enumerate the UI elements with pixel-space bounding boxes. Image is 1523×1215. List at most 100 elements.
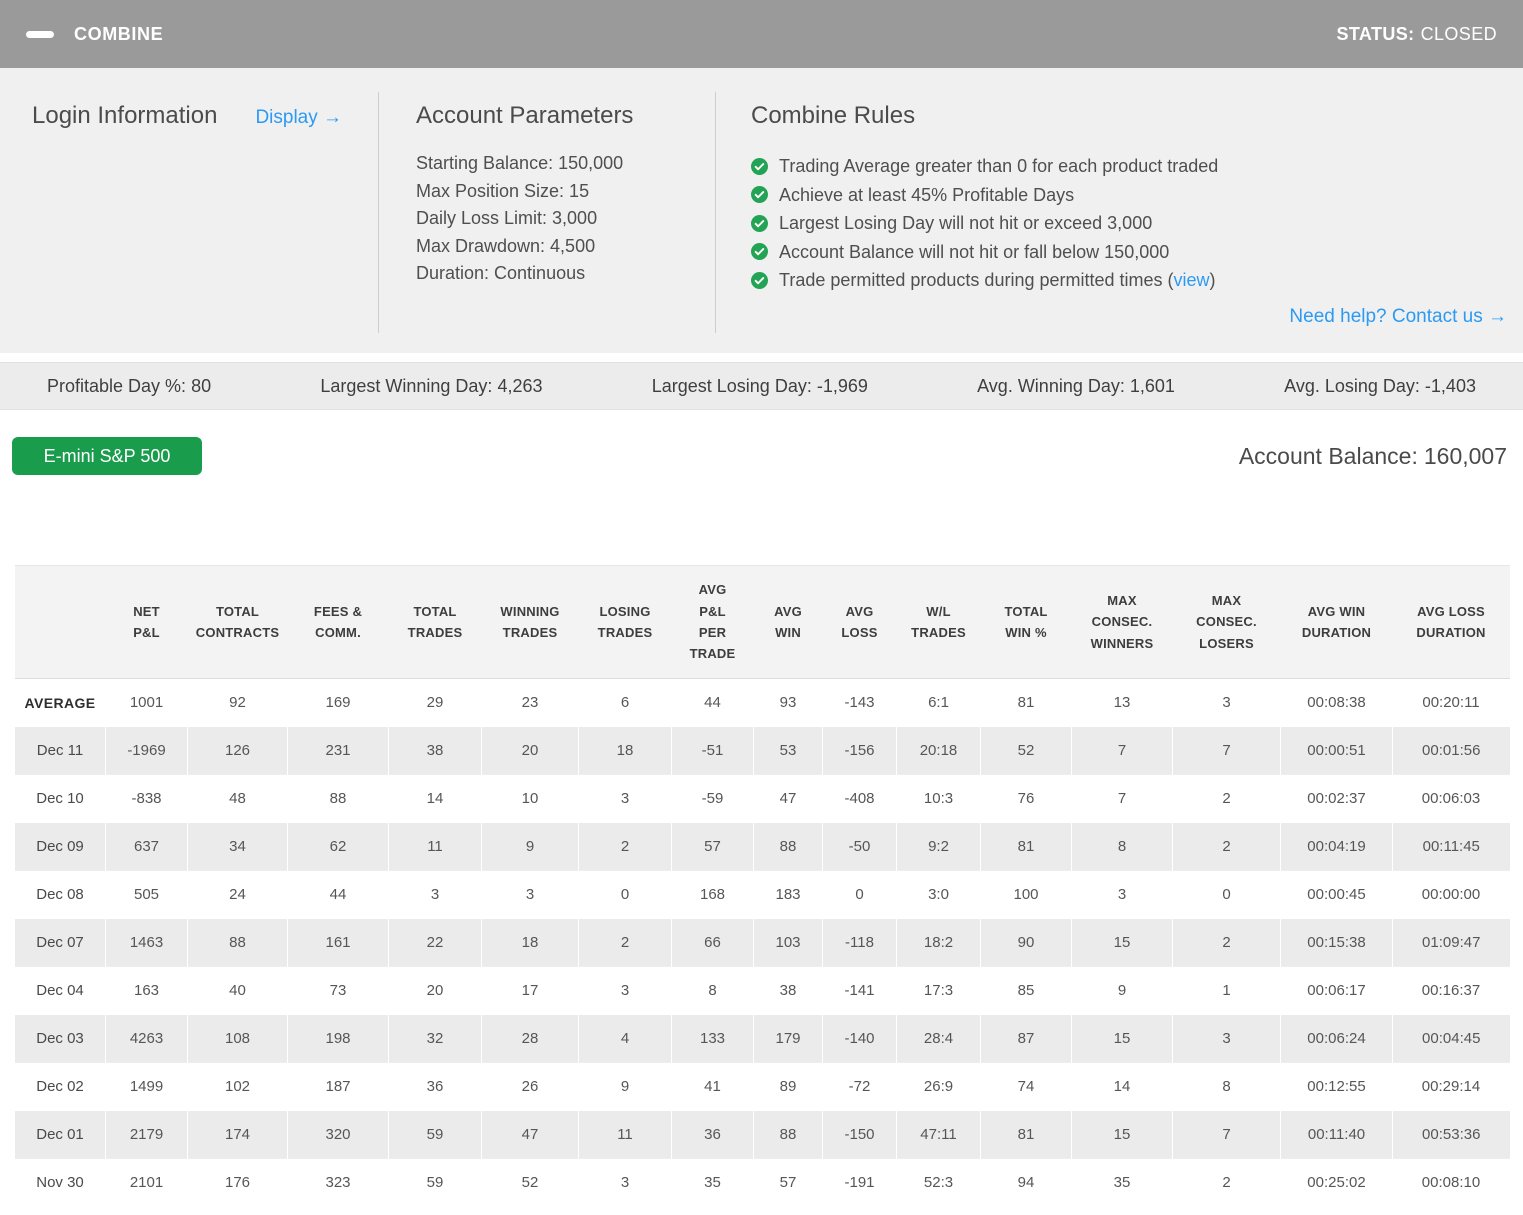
table-row: Dec 08 505 24 44 3 3 0 168 183 0 3:0 100 3 0 00:00:45 0… [14, 870, 1510, 919]
table-cell: 505 [105, 870, 188, 919]
column-header: WINNING TRADES [481, 565, 579, 679]
table-cell: 11 [388, 822, 482, 871]
table-row: AVERAGE 1001 92 169 29 23 6 44 93 -143 6:1 81 13 3 00:… [14, 678, 1510, 727]
combine-rules-list: Trading Average greater than 0 for each … [751, 152, 1507, 295]
rule-text: Trade permitted products during permitte… [779, 270, 1216, 290]
table-cell: 3 [578, 966, 672, 1015]
row-label: Dec 04 [14, 966, 106, 1015]
column-header: AVG LOSS DURATION [1392, 565, 1510, 679]
table-cell: 15 [1071, 1014, 1173, 1063]
status-badge: STATUS: CLOSED [1336, 24, 1497, 45]
table-header-row: NET P&L TOTAL CONTRACTS FEES & COMM. TOTAL … [14, 565, 1510, 679]
table-cell: -156 [822, 726, 897, 775]
table-cell: 47:11 [896, 1110, 981, 1159]
table-cell: 7 [1172, 726, 1281, 775]
table-cell: -408 [822, 774, 897, 823]
divider [378, 92, 379, 333]
table-cell: 59 [388, 1158, 482, 1207]
login-information-section: Login Information Display → [0, 68, 378, 353]
table-cell: 2 [1172, 1158, 1281, 1207]
table-cell: 9:2 [896, 822, 981, 871]
column-header: LOSING TRADES [578, 565, 672, 679]
corner-cell [14, 565, 106, 679]
table-cell: 94 [980, 1158, 1072, 1207]
table-cell: 92 [187, 678, 288, 727]
table-cell: 52 [481, 1158, 579, 1207]
table-cell: 29 [388, 678, 482, 727]
table-cell: -51 [671, 726, 754, 775]
table-cell: 3 [578, 1158, 672, 1207]
table-cell: 88 [753, 1110, 823, 1159]
table-cell: 38 [388, 726, 482, 775]
table-cell: 36 [671, 1110, 754, 1159]
table-cell: 41 [671, 1062, 754, 1111]
row-label: Dec 03 [14, 1014, 106, 1063]
table-cell: 76 [980, 774, 1072, 823]
product-tab-emini-sp500[interactable]: E-mini S&P 500 [12, 437, 202, 475]
table-cell: 34 [187, 822, 288, 871]
info-panel: Login Information Display → Account Para… [0, 68, 1523, 353]
table-cell: 7 [1071, 774, 1173, 823]
table-cell: 00:01:56 [1392, 726, 1510, 775]
contact-us-link[interactable]: Need help? Contact us → [1289, 305, 1507, 327]
table-cell: 32 [388, 1014, 482, 1063]
help-row: Need help? Contact us → [751, 306, 1507, 328]
row-label: Dec 07 [14, 918, 106, 967]
stat-largest-winning-day: Largest Winning Day: 4,263 [320, 375, 543, 396]
titlebar: COMBINE STATUS: CLOSED [0, 0, 1523, 68]
table-row: Nov 30 2101 176 323 59 52 3 35 57 -191 52:3 94 35 2 00… [14, 1158, 1510, 1207]
table-cell: 3 [1071, 870, 1173, 919]
column-header: TOTAL CONTRACTS [187, 565, 288, 679]
combine-rules-section: Combine Rules Trading Average greater th… [716, 68, 1523, 353]
row-label: Dec 09 [14, 822, 106, 871]
table-cell: 2 [1172, 774, 1281, 823]
table-cell: 17:3 [896, 966, 981, 1015]
divider [715, 92, 716, 333]
check-circle-icon [751, 157, 768, 175]
table-row: Dec 07 1463 88 161 22 18 2 66 103 -118 18:2 90 15 2 00… [14, 918, 1510, 967]
row-label: Dec 02 [14, 1062, 106, 1111]
column-header: AVG LOSS [822, 565, 897, 679]
table-cell: 00:16:37 [1392, 966, 1510, 1015]
table-cell: -59 [671, 774, 754, 823]
status-value: CLOSED [1420, 23, 1497, 44]
table-cell: 93 [753, 678, 823, 727]
stat-avg-losing-day: Avg. Losing Day: -1,403 [1284, 375, 1476, 396]
rule-item: Account Balance will not hit or fall bel… [751, 238, 1507, 267]
rule-item: Achieve at least 45% Profitable Days [751, 181, 1507, 210]
table-row: Dec 03 4263 108 198 32 28 4 133 179 -140 28:4 87 15 3… [14, 1014, 1510, 1063]
column-header: W/L TRADES [896, 565, 981, 679]
table-cell: 1463 [105, 918, 188, 967]
view-link[interactable]: view [1173, 270, 1210, 290]
table-cell: 28 [481, 1014, 579, 1063]
table-cell: 20 [481, 726, 579, 775]
table-row: Dec 04 163 40 73 20 17 3 8 38 -141 17:3 85 9 1 00:06:1… [14, 966, 1510, 1015]
table-cell: 0 [1172, 870, 1281, 919]
table-cell: 59 [388, 1110, 482, 1159]
table-cell: 26:9 [896, 1062, 981, 1111]
table-cell: 2101 [105, 1158, 188, 1207]
table-cell: 00:04:45 [1392, 1014, 1510, 1063]
table-cell: 0 [578, 870, 672, 919]
daily-stats-table: NET P&L TOTAL CONTRACTS FEES & COMM. TOTAL … [14, 565, 1510, 1207]
table-cell: -141 [822, 966, 897, 1015]
display-link[interactable]: Display → [255, 107, 343, 128]
table-cell: 44 [287, 870, 389, 919]
table-row: Dec 11 -1969 126 231 38 20 18 -51 53 -156 20:18 52 7… [14, 726, 1510, 775]
table-cell: 17 [481, 966, 579, 1015]
table-cell: 66 [671, 918, 754, 967]
minimize-icon[interactable] [26, 30, 54, 38]
table-cell: 4263 [105, 1014, 188, 1063]
table-cell: 88 [287, 774, 389, 823]
parameter-item: Duration: Continuous [416, 263, 586, 283]
parameter-item: Daily Loss Limit: 3,000 [416, 208, 598, 228]
login-information-title: Login Information [32, 102, 218, 129]
table-cell: 6 [578, 678, 672, 727]
parameter-item: Starting Balance: 150,000 [416, 153, 624, 173]
table-cell: 00:06:03 [1392, 774, 1510, 823]
table-cell: -72 [822, 1062, 897, 1111]
table-cell: 320 [287, 1110, 389, 1159]
table-cell: 90 [980, 918, 1072, 967]
check-circle-icon [751, 186, 768, 204]
table-cell: 18 [481, 918, 579, 967]
